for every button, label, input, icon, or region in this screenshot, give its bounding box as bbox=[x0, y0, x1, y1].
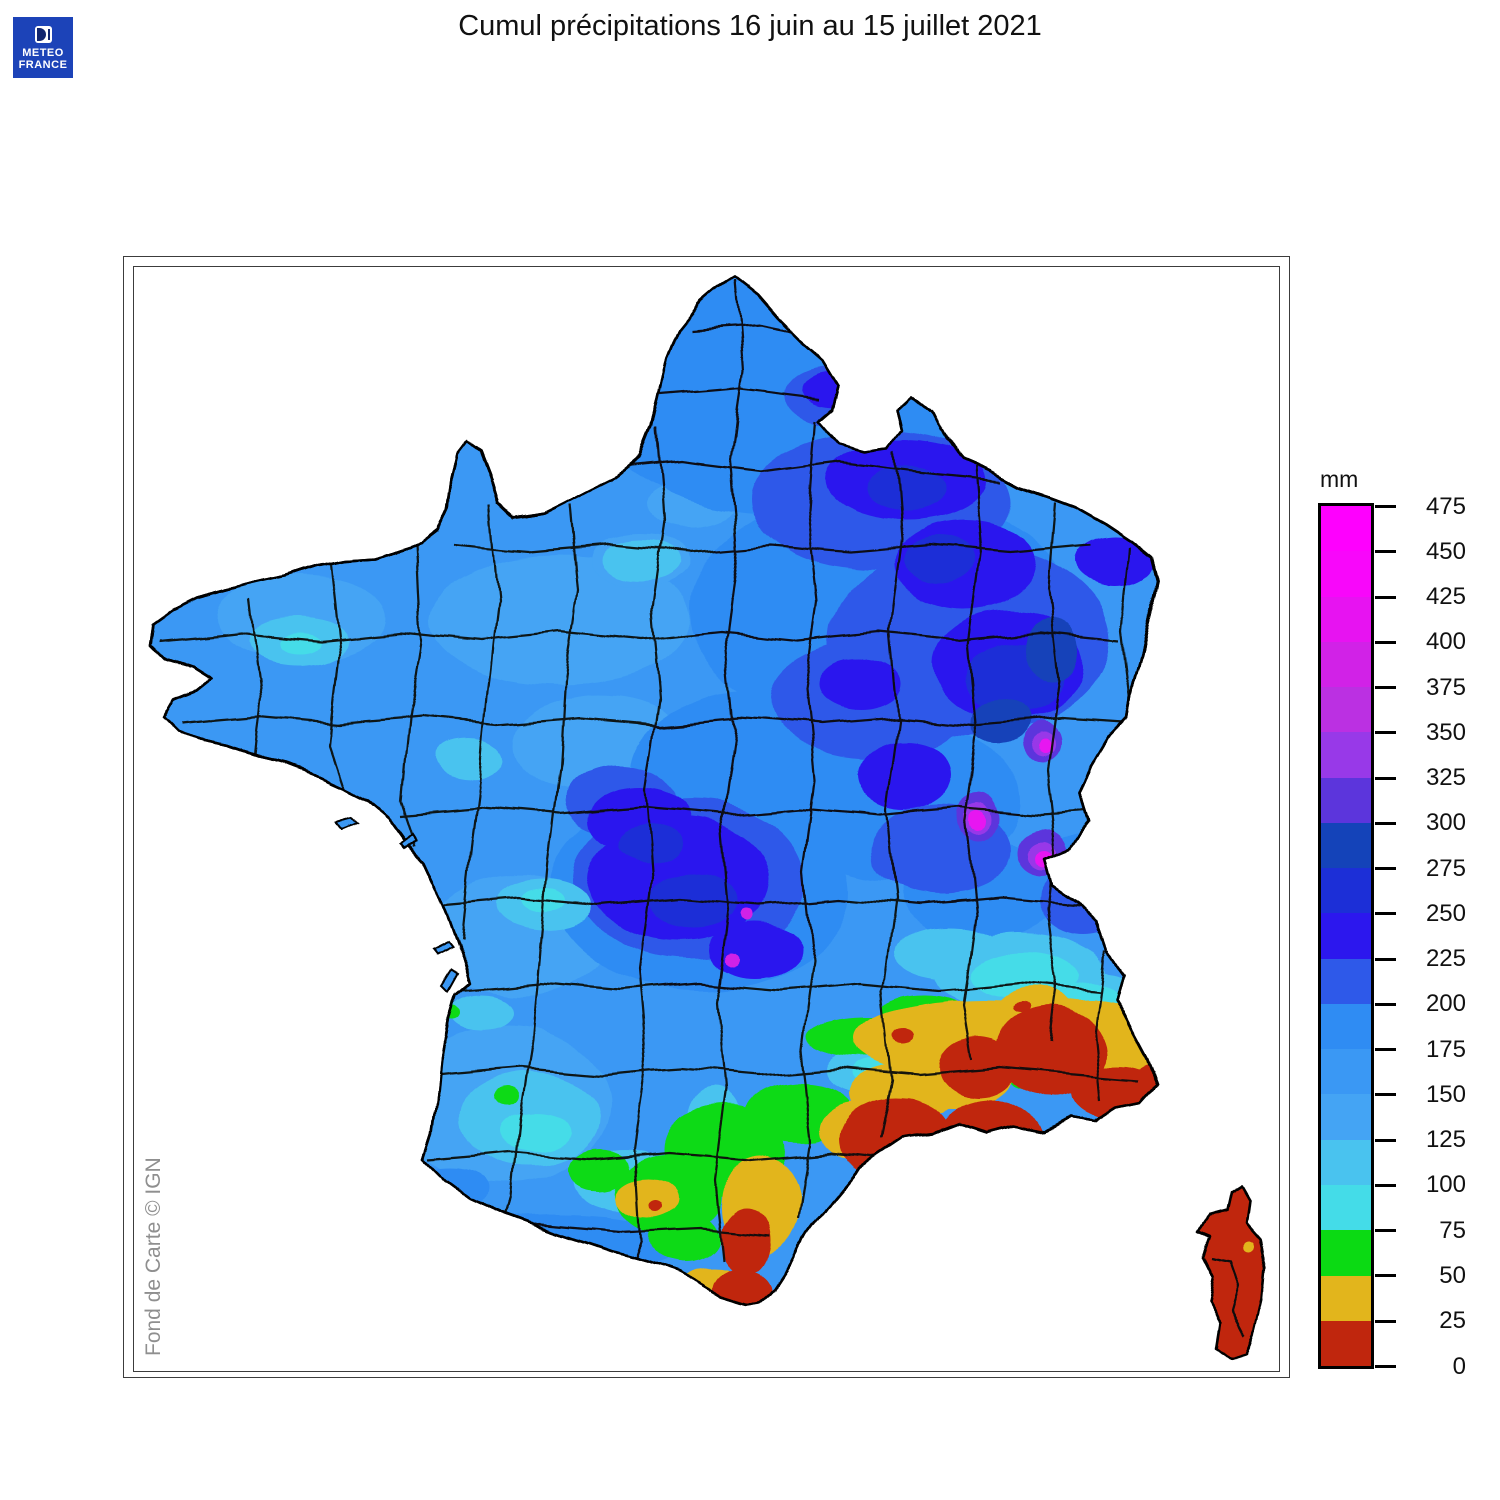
legend-tick bbox=[1375, 1365, 1396, 1368]
page-title: Cumul précipitations 16 juin au 15 juill… bbox=[458, 10, 1042, 42]
legend-tick bbox=[1375, 1138, 1396, 1142]
legend-band-425-450 bbox=[1321, 551, 1371, 597]
legend-tick-label: 125 bbox=[1425, 1126, 1466, 1154]
legend-tick-label: 300 bbox=[1425, 809, 1466, 837]
legend-band-350-375 bbox=[1321, 687, 1371, 733]
legend-band-450-475 bbox=[1321, 506, 1371, 552]
legend-tick bbox=[1375, 1229, 1396, 1233]
legend-tick bbox=[1375, 1093, 1396, 1097]
legend-tick bbox=[1375, 1319, 1396, 1323]
legend-tick bbox=[1375, 640, 1396, 644]
legend-tick-label: 325 bbox=[1425, 764, 1466, 792]
legend-tick-label: 100 bbox=[1425, 1171, 1466, 1199]
legend-tick bbox=[1375, 1002, 1396, 1006]
legend-tick-label: 25 bbox=[1439, 1307, 1466, 1335]
legend-tick bbox=[1375, 1048, 1396, 1052]
department-borders bbox=[159, 279, 1141, 1271]
legend-band-100-125 bbox=[1321, 1139, 1371, 1185]
legend-tick-label: 225 bbox=[1425, 945, 1466, 973]
legend-tick bbox=[1375, 731, 1396, 735]
legend-tick-label: 200 bbox=[1425, 990, 1466, 1018]
legend-band-25-50 bbox=[1321, 1275, 1371, 1321]
legend-tick-label: 175 bbox=[1425, 1035, 1466, 1063]
legend-tick-label: 75 bbox=[1439, 1216, 1466, 1244]
legend-tick-label: 400 bbox=[1425, 628, 1466, 656]
legend-band-225-250 bbox=[1321, 913, 1371, 959]
legend-tick bbox=[1375, 505, 1396, 508]
legend-band-275-300 bbox=[1321, 822, 1371, 869]
legend-tick bbox=[1375, 776, 1396, 780]
legend-tick-label: 150 bbox=[1425, 1080, 1466, 1108]
legend-tick bbox=[1375, 867, 1396, 871]
legend-band-75-100 bbox=[1321, 1184, 1371, 1231]
corsica bbox=[1197, 1184, 1269, 1359]
legend-band-325-350 bbox=[1321, 732, 1371, 778]
legend-band-300-325 bbox=[1321, 777, 1371, 823]
legend-tick bbox=[1375, 821, 1396, 825]
legend-band-250-275 bbox=[1321, 868, 1371, 914]
coastal-islands bbox=[336, 814, 460, 994]
legend-tick bbox=[1375, 686, 1396, 690]
logo-line2: FRANCE bbox=[18, 59, 68, 71]
legend-tick bbox=[1375, 957, 1396, 961]
legend-band-175-200 bbox=[1321, 1003, 1371, 1050]
legend-tick bbox=[1375, 1183, 1396, 1187]
legend-tick-label: 0 bbox=[1452, 1352, 1466, 1380]
legend-band-0-25 bbox=[1321, 1320, 1371, 1367]
legend-tick bbox=[1375, 595, 1396, 599]
legend-tick-label: 250 bbox=[1425, 899, 1466, 927]
logo-line1: METEO bbox=[22, 47, 64, 59]
legend-band-200-225 bbox=[1321, 958, 1371, 1004]
legend-tick-label: 475 bbox=[1425, 492, 1466, 520]
legend-band-375-400 bbox=[1321, 641, 1371, 688]
legend-tick bbox=[1375, 1274, 1396, 1278]
meteo-france-logo: METEO FRANCE bbox=[13, 17, 73, 78]
legend-tick-label: 350 bbox=[1425, 718, 1466, 746]
legend-tick-label: 275 bbox=[1425, 854, 1466, 882]
legend-tick bbox=[1375, 550, 1396, 554]
legend-band-50-75 bbox=[1321, 1230, 1371, 1276]
map-frame-inner bbox=[133, 266, 1280, 1372]
map-attribution: Fond de Carte © IGN bbox=[142, 1157, 165, 1356]
legend-band-400-425 bbox=[1321, 596, 1371, 642]
precipitation-fields bbox=[159, 277, 1158, 1306]
legend-tick-label: 425 bbox=[1425, 583, 1466, 611]
legend-band-150-175 bbox=[1321, 1049, 1371, 1095]
meteo-france-logo-icon bbox=[34, 26, 52, 43]
legend-band-125-150 bbox=[1321, 1094, 1371, 1140]
legend-tick-label: 50 bbox=[1439, 1261, 1466, 1289]
legend-color-bar bbox=[1318, 503, 1374, 1369]
legend-tick bbox=[1375, 912, 1396, 916]
legend: mm 475 450 425 400 375 350 325 300 275 250 225 200 1… bbox=[1318, 466, 1500, 1396]
legend-tick-label: 375 bbox=[1425, 673, 1466, 701]
legend-unit-label: mm bbox=[1320, 466, 1359, 492]
legend-tick-label: 450 bbox=[1425, 537, 1466, 565]
map-frame-outer bbox=[123, 256, 1290, 1378]
